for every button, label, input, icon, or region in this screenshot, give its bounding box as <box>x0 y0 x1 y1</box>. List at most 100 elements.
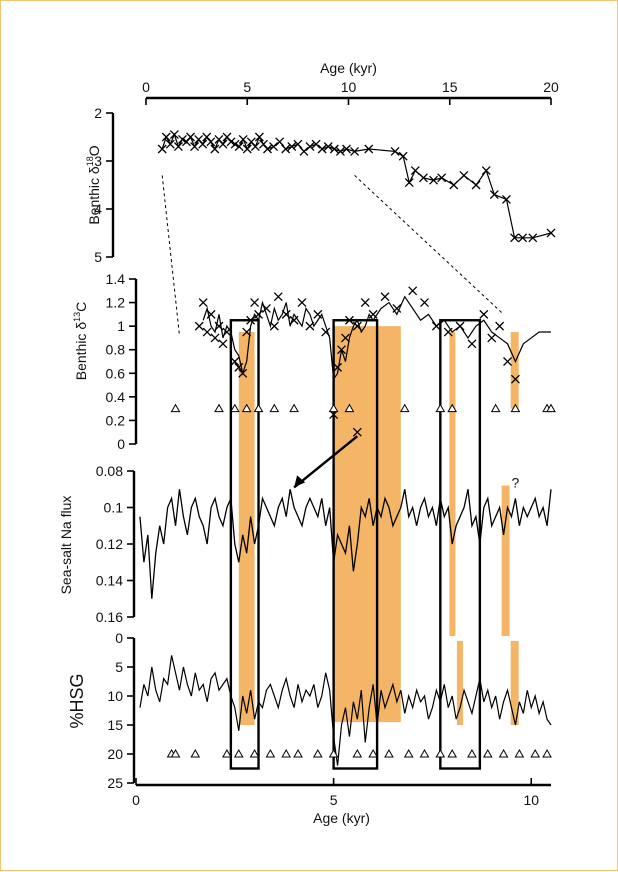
na-y-tick-label: 0.1 <box>104 500 124 516</box>
d13c-point <box>206 309 216 319</box>
d13c-point <box>467 339 477 349</box>
d13c-point <box>242 327 252 337</box>
d18o-point <box>293 139 303 149</box>
d13c-triangle-marker <box>241 403 252 413</box>
d13c-point <box>261 304 271 313</box>
d13c-point <box>313 309 323 319</box>
d13c-point <box>218 339 228 349</box>
d18o-point <box>206 137 216 147</box>
d13c-triangle-marker <box>344 403 355 413</box>
hsg-triangle-marker <box>222 748 232 758</box>
shaded-interval-1 <box>238 332 255 725</box>
d13c-triangle-marker <box>328 403 339 413</box>
d18o-point <box>157 144 167 154</box>
d13c-point <box>431 321 441 331</box>
d18o-point <box>226 137 236 147</box>
d13c-triangle-marker <box>435 403 446 413</box>
d13c-point <box>281 309 291 319</box>
d18o-point <box>335 146 345 156</box>
d13c-triangle-marker <box>170 403 181 413</box>
d18o-point <box>323 142 333 152</box>
d18o-point <box>269 142 279 152</box>
hsg-y-tick-label: 10 <box>107 688 123 704</box>
d18o-point <box>177 134 187 144</box>
hsg-triangle-marker <box>368 748 379 758</box>
d13c-point <box>198 298 208 308</box>
d18o-point <box>186 132 196 142</box>
d13c-y-tick-label: 1.4 <box>106 271 126 287</box>
na-y-tick-label: 0.08 <box>96 463 123 479</box>
d18o-point <box>275 137 285 147</box>
d18o-y-axis-title: Benthic δ18O <box>85 145 102 224</box>
d18o-point <box>489 190 499 200</box>
d13c-triangle-marker <box>214 403 224 413</box>
d18o-point <box>429 175 439 185</box>
d18o-point <box>418 173 428 183</box>
d13c-point <box>368 309 378 319</box>
d18o-point <box>305 142 315 152</box>
d13c-point <box>420 298 429 308</box>
d13c-y-tick-label: 1 <box>117 318 125 334</box>
hsg-triangle-marker <box>312 748 323 758</box>
d18o-point <box>281 144 291 154</box>
d13c-point <box>344 315 354 325</box>
d13c-point <box>222 327 232 337</box>
d18o-point <box>250 142 260 152</box>
hsg-triangle-marker <box>233 748 244 758</box>
d13c-point <box>380 292 390 302</box>
d13c-point <box>246 315 256 325</box>
d13c-point <box>510 374 520 384</box>
na-y-axis-title: Sea-salt Na flux <box>58 496 74 595</box>
d18o-point <box>165 139 175 149</box>
bottom-x-tick-label: 0 <box>132 792 140 808</box>
d18o-point <box>390 146 400 156</box>
d13c-point <box>360 298 370 308</box>
d18o-point <box>287 142 297 152</box>
d13c-point <box>194 321 204 331</box>
hsg-y-tick-label: 5 <box>115 659 123 675</box>
bottom-x-tick-label: 5 <box>330 792 338 808</box>
d18o-point <box>342 144 351 154</box>
d13c-point <box>289 315 299 325</box>
d13c-point <box>305 321 315 331</box>
d13c-point <box>230 357 240 366</box>
d13c-point <box>214 321 224 331</box>
d18o-point <box>161 132 171 142</box>
hsg-triangle-marker <box>281 748 292 758</box>
shaded-interval-7 <box>510 640 519 725</box>
d13c-point <box>479 309 489 319</box>
d18o-point <box>546 228 556 238</box>
d13c-point-outlier <box>352 427 362 437</box>
hsg-triangle-marker <box>384 748 394 758</box>
hsg-triangle-marker <box>530 748 541 758</box>
d18o-point <box>329 144 339 154</box>
d13c-point <box>269 321 279 331</box>
d13c-point <box>254 309 263 319</box>
top-x-tick-label: 20 <box>543 79 559 95</box>
hsg-triangle-marker <box>542 748 552 758</box>
d13c-point <box>352 321 362 331</box>
highlight-box-1 <box>229 319 260 770</box>
shaded-interval-3 <box>449 332 456 636</box>
hsg-triangle-marker <box>293 748 303 758</box>
d18o-point <box>404 178 414 188</box>
d18o-point <box>263 144 272 154</box>
d13c-point <box>202 327 212 337</box>
d18o-y-tick-label: 2 <box>94 105 102 121</box>
hsg-triangle-marker <box>447 748 458 758</box>
d13c-point <box>455 321 465 331</box>
d13c-point <box>321 327 331 337</box>
na-y-tick-label: 0.12 <box>96 536 123 552</box>
d18o-point <box>350 146 360 156</box>
shaded-interval-2 <box>333 326 401 723</box>
top-x-tick-label: 10 <box>341 79 357 95</box>
d18o-point <box>230 139 240 149</box>
d18o-point <box>410 166 420 176</box>
shaded-interval-6 <box>510 332 519 409</box>
d13c-point <box>297 298 307 308</box>
hsg-triangle-marker <box>249 748 260 758</box>
d13c-point <box>273 292 283 302</box>
hsg-triangle-marker <box>170 748 181 758</box>
bottom-x-axis-title: Age (kyr) <box>313 810 370 826</box>
bottom-x-tick-label: 10 <box>523 792 539 808</box>
